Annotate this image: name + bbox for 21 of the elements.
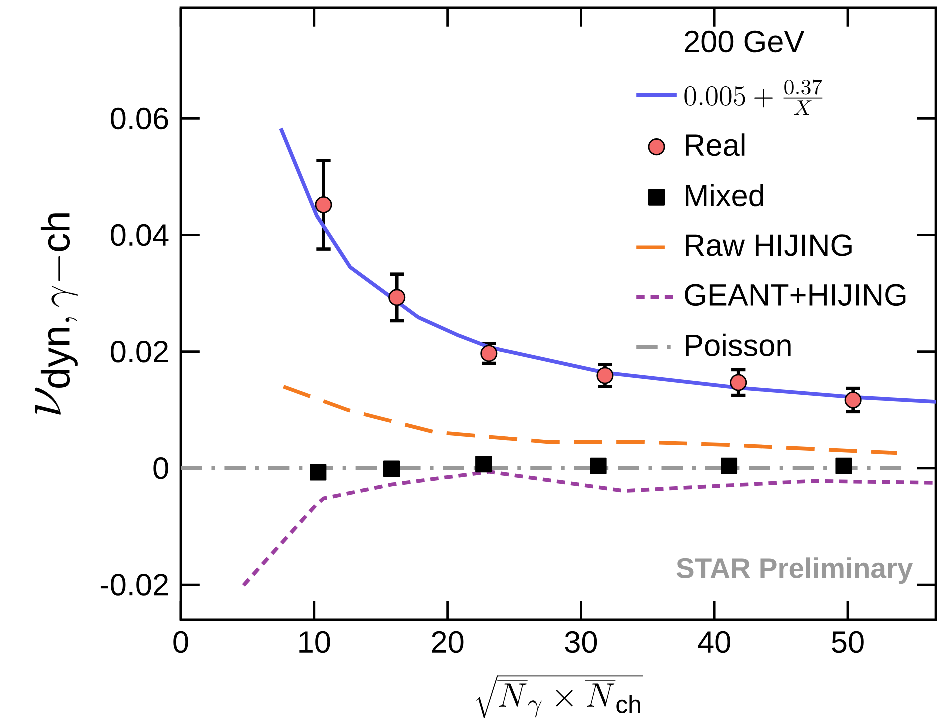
y-tick-label: 0.06 xyxy=(111,108,168,130)
legend-label: Poisson xyxy=(686,334,791,357)
x-tick-label: 40 xyxy=(698,631,730,654)
legend-label: Real xyxy=(686,134,745,156)
x-tick-label: 50 xyxy=(832,631,864,654)
legend-label: GEANT+HIJING xyxy=(685,284,906,306)
legend-label: Raw HIJING xyxy=(686,234,852,256)
x-axis-title: $\sqrt{\overline{N}_{\gamma}\times\overline{N}_{\mathrm{ch}}}$ xyxy=(476,676,644,718)
y-axis-title: $\nu_{\mathrm{dyn},\,\gamma\mathrm{-ch}}$ xyxy=(34,214,78,415)
x-tick-label: 10 xyxy=(300,631,330,654)
y-tick-label: 0.02 xyxy=(111,341,168,363)
y-tick-label: 0 xyxy=(154,458,168,480)
annotation: STAR Preliminary xyxy=(676,558,914,584)
legend-label: Mixed xyxy=(686,184,764,207)
y-tick-label: -0.02 xyxy=(100,574,168,596)
y-tick-label: 0.04 xyxy=(111,224,169,246)
legend-title: 200 GeV xyxy=(685,30,805,53)
legend-label: $0.005+\frac{0.37}{X}$ xyxy=(684,80,823,116)
x-tick-label: 20 xyxy=(432,631,464,654)
x-tick-label: 0 xyxy=(174,631,188,654)
x-tick-label: 30 xyxy=(565,631,598,654)
